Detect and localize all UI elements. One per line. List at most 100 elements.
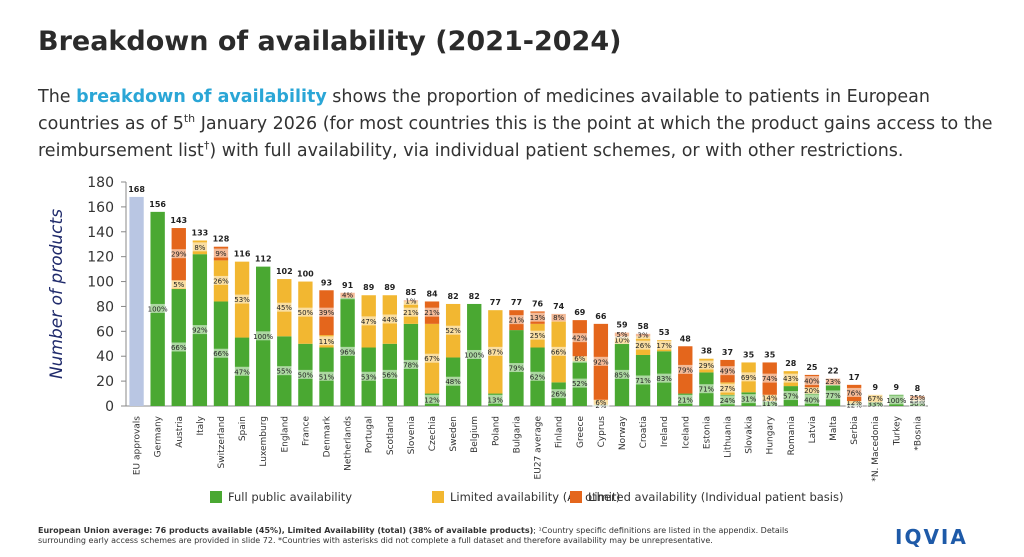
x-tick-label: Belgium <box>470 416 480 453</box>
total-label: 91 <box>342 281 354 290</box>
x-tick-label: Norway <box>618 415 628 450</box>
total-label: 8 <box>915 384 921 393</box>
data-label-bg <box>360 316 378 326</box>
x-tick-label: Switzerland <box>217 416 227 469</box>
data-label: 13% <box>488 396 504 404</box>
total-label: 17 <box>849 373 860 382</box>
data-label: 71% <box>699 386 715 394</box>
total-label: 128 <box>213 235 230 244</box>
data-label: 49% <box>720 368 736 376</box>
total-label: 116 <box>234 250 251 259</box>
data-label: 5% <box>616 331 627 339</box>
data-label-bg <box>613 329 631 339</box>
data-label-bg <box>212 275 230 285</box>
data-label: 78% <box>403 361 419 369</box>
data-label: 42% <box>572 335 588 343</box>
data-label-bg <box>571 378 589 388</box>
x-tick-label: Malta <box>829 416 839 441</box>
total-label: 69 <box>574 308 586 317</box>
data-label: 100% <box>464 351 484 359</box>
data-label: 79% <box>678 366 694 374</box>
data-label-bg <box>887 395 905 405</box>
data-label-bg <box>360 371 378 381</box>
data-label: 51% <box>319 373 335 381</box>
x-tick-label: Romania <box>787 416 797 455</box>
y-tick-label: 120 <box>87 250 114 266</box>
total-label: 89 <box>384 283 396 292</box>
data-label: 79% <box>509 365 525 373</box>
x-tick-label: Austria <box>175 416 185 448</box>
data-label-bg <box>697 360 715 370</box>
x-tick-label: Finland <box>555 416 565 448</box>
data-label-bg <box>592 397 610 407</box>
data-label: 8% <box>553 314 564 322</box>
data-label: 6% <box>595 399 606 407</box>
total-label: 168 <box>128 185 145 194</box>
subtitle-text: ) with full availability, via individual… <box>209 140 904 161</box>
data-label-bg <box>529 371 547 381</box>
x-tick-label: *Bosnia <box>913 416 923 451</box>
data-label: 50% <box>910 400 926 408</box>
data-label: 26% <box>213 277 229 285</box>
data-label-bg <box>212 248 230 258</box>
total-label: 53 <box>659 328 670 337</box>
data-label: 21% <box>403 309 419 317</box>
data-label: 21% <box>509 317 525 325</box>
data-label: 52% <box>572 380 588 388</box>
data-label-bg <box>318 307 335 317</box>
data-label-bg <box>507 363 525 373</box>
data-label-bg <box>423 394 441 404</box>
data-label-bg <box>824 390 842 400</box>
x-tick-label: Netherlands <box>344 416 354 471</box>
data-label-bg <box>866 399 884 409</box>
y-tick-label: 140 <box>87 225 114 241</box>
x-tick-label: Hungary <box>766 415 776 454</box>
data-label: 40% <box>804 396 820 404</box>
legend-label: Full public availability <box>228 490 352 504</box>
data-label-bg <box>149 303 167 313</box>
x-tick-label: Turkey <box>892 415 902 446</box>
data-label-bg <box>275 366 293 376</box>
data-label-bg <box>486 346 504 356</box>
data-label-bg <box>423 353 441 363</box>
data-label: 55% <box>277 368 293 376</box>
x-tick-label: Croatia <box>639 416 649 448</box>
x-tick-label: Slovenia <box>407 416 417 454</box>
data-label: 5% <box>173 281 184 289</box>
x-tick-label: Italy <box>196 415 206 435</box>
data-label: 21% <box>424 309 440 317</box>
data-label-bg <box>212 348 230 358</box>
data-label-bg <box>782 391 800 401</box>
logo: IQVIA <box>895 525 968 549</box>
y-tick-label: 0 <box>105 399 114 415</box>
data-label-bg <box>866 393 884 403</box>
data-label: 71% <box>635 377 651 385</box>
data-label: 66% <box>213 350 229 358</box>
data-label: 48% <box>445 378 461 386</box>
total-label: 85 <box>405 288 417 297</box>
x-tick-label: Spain <box>238 416 248 441</box>
data-label: 96% <box>340 348 356 356</box>
subtitle-highlight: breakdown of availability <box>76 87 327 107</box>
data-label: 33% <box>867 401 883 409</box>
data-label-bg <box>423 307 441 317</box>
data-label: 24% <box>720 397 736 405</box>
y-tick-label: 60 <box>96 324 114 340</box>
total-label: 58 <box>638 322 650 331</box>
data-label: 26% <box>551 391 567 399</box>
x-tick-label: Portugal <box>365 416 375 453</box>
total-label: 143 <box>170 216 187 225</box>
x-tick-label: Serbia <box>850 416 860 445</box>
total-label: 100 <box>297 270 314 279</box>
data-label: 10% <box>614 337 630 345</box>
x-tick-label: EU27 average <box>534 416 544 480</box>
data-label-bg <box>740 372 758 382</box>
data-label: 57% <box>783 393 799 401</box>
data-label-bg <box>170 342 188 352</box>
data-label-bg <box>761 373 779 383</box>
data-label: 92% <box>593 358 609 366</box>
data-label-bg <box>170 249 188 259</box>
title: Breakdown of availability (2021-2024) <box>38 26 622 57</box>
data-label: 100% <box>886 397 906 405</box>
x-tick-label: Bulgaria <box>512 416 522 453</box>
